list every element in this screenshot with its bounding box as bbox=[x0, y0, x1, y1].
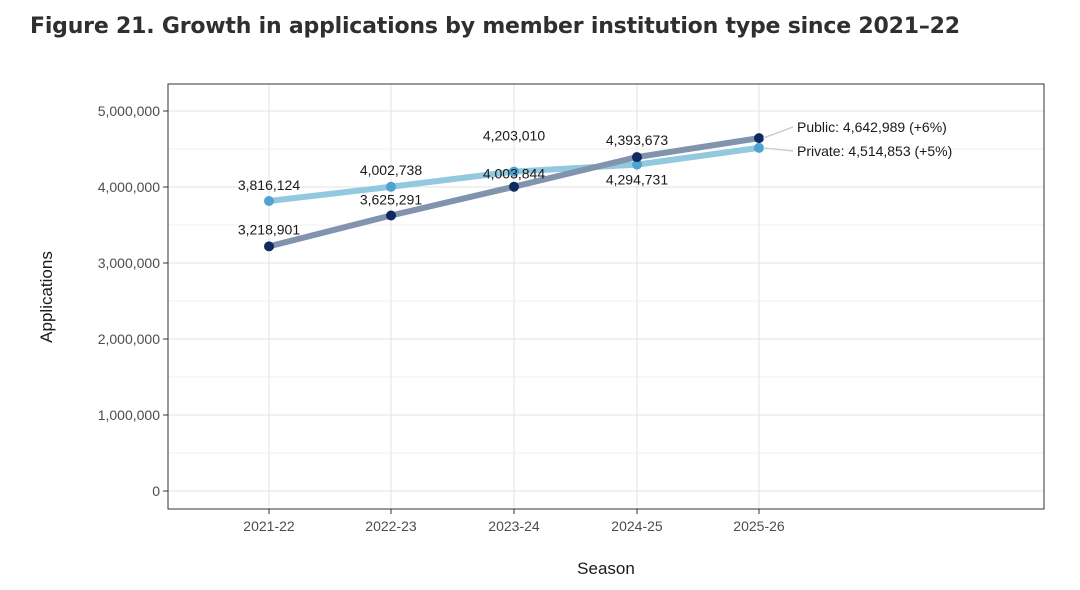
y-axis: 0 1,000,000 2,000,000 3,000,000 4,000,000 5,0… bbox=[98, 103, 168, 499]
y-tick-label: 5,000,000 bbox=[98, 103, 160, 119]
private-data-point bbox=[632, 159, 642, 170]
x-tick-label: 2021-22 bbox=[243, 518, 295, 534]
private-data-label: 4,203,010 bbox=[483, 128, 545, 144]
private-data-label: 3,816,124 bbox=[238, 177, 300, 193]
public-data-label: 3,625,291 bbox=[360, 191, 422, 207]
private-end-label: Private: 4,514,853 (+5%) bbox=[797, 143, 952, 159]
y-axis-title: Applications bbox=[37, 251, 56, 343]
series-lines bbox=[264, 133, 764, 252]
y-tick-label: 0 bbox=[152, 483, 160, 499]
data-labels: 3,816,124 4,002,738 4,203,010 4,294,731 3,21… bbox=[238, 128, 668, 238]
public-data-point bbox=[509, 181, 519, 192]
x-axis-title: Season bbox=[577, 559, 635, 578]
private-end-label-leader bbox=[762, 147, 794, 152]
y-tick-label: 1,000,000 bbox=[98, 407, 160, 423]
public-end-label-leader bbox=[762, 126, 794, 139]
x-tick-label: 2022-23 bbox=[365, 518, 417, 534]
private-data-label: 4,002,738 bbox=[360, 162, 422, 178]
public-data-point bbox=[754, 133, 764, 144]
private-data-point bbox=[264, 195, 274, 206]
private-data-label: 4,294,731 bbox=[606, 172, 668, 188]
public-data-label: 4,393,673 bbox=[606, 132, 668, 148]
public-data-label: 3,218,901 bbox=[238, 221, 300, 237]
private-data-point bbox=[386, 181, 396, 192]
public-data-point bbox=[386, 210, 396, 221]
private-data-point bbox=[754, 142, 764, 153]
private-data-point bbox=[509, 166, 519, 177]
public-end-label: Public: 4,642,989 (+6%) bbox=[797, 119, 947, 135]
grid bbox=[168, 84, 1044, 509]
y-tick-label: 4,000,000 bbox=[98, 179, 160, 195]
public-data-label: 4,003,844 bbox=[483, 166, 545, 182]
x-tick-label: 2024-25 bbox=[611, 518, 663, 534]
x-axis: 2021-22 2022-23 2023-24 2024-25 2025-26 bbox=[243, 509, 785, 534]
x-tick-label: 2023-24 bbox=[488, 518, 540, 534]
public-data-point bbox=[264, 241, 274, 252]
y-tick-label: 3,000,000 bbox=[98, 255, 160, 271]
public-data-point bbox=[632, 152, 642, 163]
y-tick-label: 2,000,000 bbox=[98, 331, 160, 347]
plot-panel-border bbox=[167, 83, 1045, 510]
end-labels: Private: 4,514,853 (+5%) Public: 4,642,98… bbox=[762, 119, 952, 159]
figure-title: Figure 21. Growth in applications by mem… bbox=[30, 14, 960, 39]
x-tick-label: 2025-26 bbox=[733, 518, 785, 534]
